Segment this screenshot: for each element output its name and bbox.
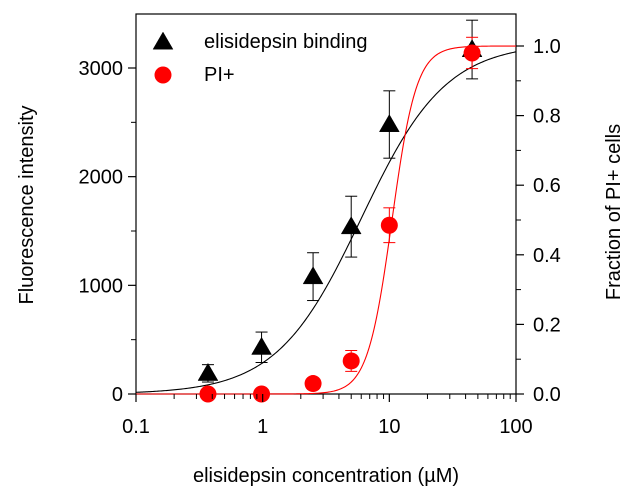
- data-point-pi: [304, 375, 322, 393]
- y-right-tick-label: 0.2: [533, 314, 561, 336]
- x-tick-label: 0.1: [122, 416, 150, 438]
- y-left-tick-label: 2000: [79, 167, 124, 189]
- data-point-binding: [302, 266, 324, 285]
- data-point-pi: [463, 44, 481, 62]
- data-markers: [197, 39, 483, 403]
- y-left-tick-label: 0: [112, 384, 123, 406]
- data-point-pi: [253, 385, 271, 403]
- x-tick-label: 100: [499, 416, 532, 438]
- data-point-pi: [342, 352, 360, 370]
- plot-frame: [135, 13, 517, 395]
- legend-marker-elisidepsin-binding: [152, 31, 174, 50]
- fit-curves: [135, 45, 517, 395]
- y-right-tick-label: 0.4: [533, 245, 561, 267]
- y-right-tick-label: 0.6: [533, 175, 561, 197]
- error-bars: [201, 19, 479, 386]
- y-left-tick-label: 1000: [79, 275, 124, 297]
- x-tick-label: 1: [257, 416, 268, 438]
- fit-curve-binding: [135, 51, 517, 393]
- data-point-pi: [199, 385, 217, 403]
- x-axis-title: elisidepsin concentration (µM): [193, 465, 459, 487]
- y-left-tick-label: 3000: [79, 58, 124, 80]
- legend-triangle-icon: [152, 31, 174, 50]
- y-axis-left: 0 1000 2000 3000: [79, 58, 136, 406]
- y-right-tick-label: 0.8: [533, 106, 561, 128]
- data-point-binding: [378, 114, 400, 132]
- plot-border: [135, 13, 517, 395]
- y-axis-right: 0.0 0.2 0.4 0.6 0.8 1.0: [516, 36, 561, 406]
- data-point-binding: [340, 216, 362, 235]
- legend-circle-icon: [154, 66, 172, 84]
- data-point-binding: [251, 336, 272, 355]
- fit-curve-pi: [136, 45, 517, 395]
- data-point-binding: [197, 362, 219, 381]
- legend-label-elisidepsin-binding: elisidepsin binding: [204, 31, 367, 53]
- legend-label-pi-plus: PI+: [204, 64, 235, 86]
- x-axis: 0.1 1 10 100: [122, 394, 533, 438]
- y-axis-right-title: Fraction of PI+ cells: [603, 124, 622, 300]
- y-axis-left-title: Fluorescence intensity: [16, 106, 38, 305]
- y-right-tick-label: 0.0: [533, 384, 561, 406]
- legend: elisidepsin binding PI+: [152, 31, 367, 86]
- x-tick-label: 10: [378, 416, 400, 438]
- legend-marker-pi-plus: [154, 66, 172, 84]
- y-right-tick-label: 1.0: [533, 36, 561, 58]
- data-point-pi: [380, 216, 398, 234]
